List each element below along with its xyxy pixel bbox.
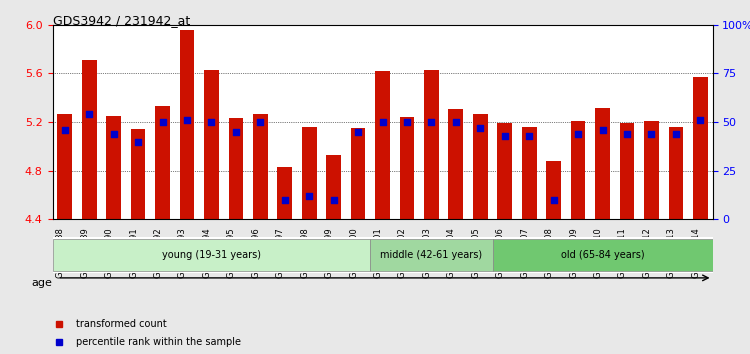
Point [83, 112, 95, 117]
Point [474, 125, 486, 131]
Point [157, 119, 169, 125]
Bar [546, 161, 561, 219]
Point [450, 119, 462, 125]
FancyBboxPatch shape [53, 239, 370, 271]
Point [181, 118, 193, 123]
Text: middle (42-61 years): middle (42-61 years) [380, 250, 482, 260]
Point [107, 131, 119, 137]
Point [279, 197, 291, 203]
Point [572, 131, 584, 137]
Bar [229, 119, 243, 219]
Text: old (65-84 years): old (65-84 years) [561, 250, 644, 260]
Point [694, 118, 706, 123]
Text: transformed count: transformed count [76, 319, 166, 329]
FancyBboxPatch shape [370, 239, 493, 271]
Point [230, 129, 242, 135]
Text: age: age [32, 278, 53, 288]
Point [425, 119, 437, 125]
Bar [253, 114, 268, 219]
Bar [522, 127, 536, 219]
Point [499, 133, 511, 138]
Bar [596, 108, 610, 219]
Bar [204, 70, 219, 219]
Point [206, 119, 218, 125]
Text: young (19-31 years): young (19-31 years) [162, 250, 261, 260]
Bar [326, 155, 341, 219]
Bar [375, 71, 390, 219]
Bar [620, 123, 634, 219]
Point [132, 139, 144, 144]
Point [401, 119, 413, 125]
Bar [400, 117, 414, 219]
Bar [473, 114, 488, 219]
Point [376, 119, 388, 125]
Bar [351, 128, 365, 219]
Bar [106, 116, 121, 219]
Bar [668, 127, 683, 219]
Point [621, 131, 633, 137]
Point [670, 131, 682, 137]
Bar [644, 121, 658, 219]
Point [352, 129, 364, 135]
FancyBboxPatch shape [493, 239, 712, 271]
Point [596, 127, 608, 133]
Bar [571, 121, 586, 219]
Bar [82, 60, 97, 219]
Point [58, 127, 70, 133]
Bar [179, 30, 194, 219]
Point [328, 197, 340, 203]
Text: percentile rank within the sample: percentile rank within the sample [76, 337, 241, 348]
Text: GDS3942 / 231942_at: GDS3942 / 231942_at [53, 14, 190, 27]
Bar [497, 123, 512, 219]
Bar [424, 70, 439, 219]
Point [524, 133, 536, 138]
Bar [58, 114, 72, 219]
Point [303, 193, 315, 199]
Point [548, 197, 560, 203]
Point [646, 131, 658, 137]
Bar [130, 130, 146, 219]
Bar [302, 127, 316, 219]
Bar [278, 167, 292, 219]
Point [254, 119, 266, 125]
Bar [693, 77, 707, 219]
Bar [448, 109, 464, 219]
Bar [155, 106, 170, 219]
